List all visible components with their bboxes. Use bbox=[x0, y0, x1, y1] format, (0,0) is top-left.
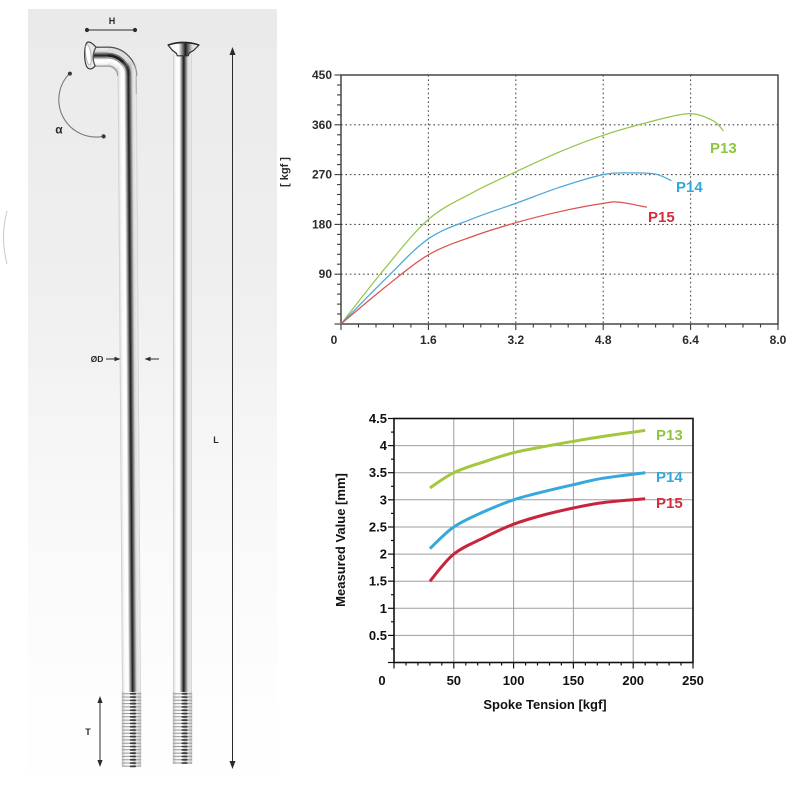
svg-text:360: 360 bbox=[312, 118, 332, 132]
svg-text:1: 1 bbox=[380, 601, 387, 616]
svg-text:1.6: 1.6 bbox=[420, 333, 437, 347]
svg-text:Spoke Tension [kgf]: Spoke Tension [kgf] bbox=[483, 697, 606, 712]
svg-text:100: 100 bbox=[503, 673, 525, 688]
svg-text:0: 0 bbox=[378, 673, 385, 688]
svg-text:α: α bbox=[55, 123, 63, 137]
svg-text:4.5: 4.5 bbox=[369, 411, 387, 426]
svg-text:180: 180 bbox=[312, 217, 332, 231]
svg-text:P15: P15 bbox=[656, 495, 683, 512]
svg-text:200: 200 bbox=[622, 673, 644, 688]
svg-text:4: 4 bbox=[380, 438, 388, 453]
svg-text:450: 450 bbox=[312, 68, 332, 82]
svg-text:P15: P15 bbox=[648, 209, 675, 226]
svg-text:8.0: 8.0 bbox=[770, 333, 787, 347]
svg-text:3.5: 3.5 bbox=[369, 465, 387, 480]
svg-text:2: 2 bbox=[380, 547, 387, 562]
svg-text:3: 3 bbox=[380, 492, 387, 507]
svg-text:0: 0 bbox=[331, 333, 338, 347]
svg-text:6.4: 6.4 bbox=[682, 333, 699, 347]
svg-text:4.8: 4.8 bbox=[595, 333, 612, 347]
svg-text:2.5: 2.5 bbox=[369, 520, 387, 535]
svg-text:50: 50 bbox=[447, 673, 461, 688]
svg-text:P14: P14 bbox=[656, 469, 683, 486]
svg-text:0.5: 0.5 bbox=[369, 628, 387, 643]
svg-text:1.5: 1.5 bbox=[369, 574, 387, 589]
svg-text:Measured Value [mm]: Measured Value [mm] bbox=[333, 473, 348, 607]
svg-text:3.2: 3.2 bbox=[507, 333, 524, 347]
svg-text:P13: P13 bbox=[656, 427, 683, 444]
svg-text:250: 250 bbox=[682, 673, 704, 688]
svg-text:H: H bbox=[109, 16, 116, 26]
svg-text:90: 90 bbox=[319, 267, 333, 281]
svg-text:150: 150 bbox=[563, 673, 585, 688]
svg-text:[ kgf ]: [ kgf ] bbox=[279, 157, 291, 187]
svg-text:270: 270 bbox=[312, 168, 332, 182]
svg-text:T: T bbox=[85, 727, 91, 737]
svg-text:ØD: ØD bbox=[91, 354, 104, 364]
svg-text:P14: P14 bbox=[676, 179, 703, 196]
svg-text:L: L bbox=[213, 435, 219, 445]
svg-text:P13: P13 bbox=[710, 140, 737, 157]
